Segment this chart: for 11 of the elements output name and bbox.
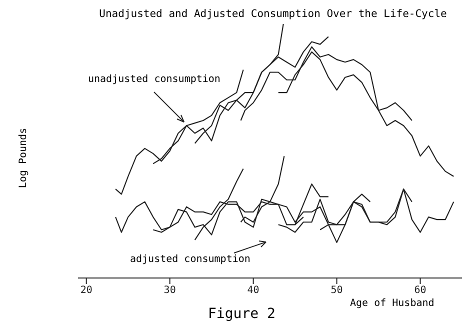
y-axis-title: Log Pounds [18, 128, 29, 188]
caption: Figure 2 [208, 306, 276, 322]
x-tick-label: 60 [414, 285, 426, 296]
x-tick-label: 40 [247, 285, 260, 296]
x-axis-title: Age of Husband [350, 298, 434, 309]
annotation: unadjusted consumption [88, 74, 220, 85]
x-tick-label: 50 [330, 285, 343, 296]
annotation: adjusted consumption [130, 254, 250, 265]
x-tick-label: 20 [80, 285, 92, 296]
chart-title: Unadjusted and Adjusted Consumption Over the Life-Cycle [98, 8, 448, 20]
x-tick-label: 30 [164, 285, 176, 296]
